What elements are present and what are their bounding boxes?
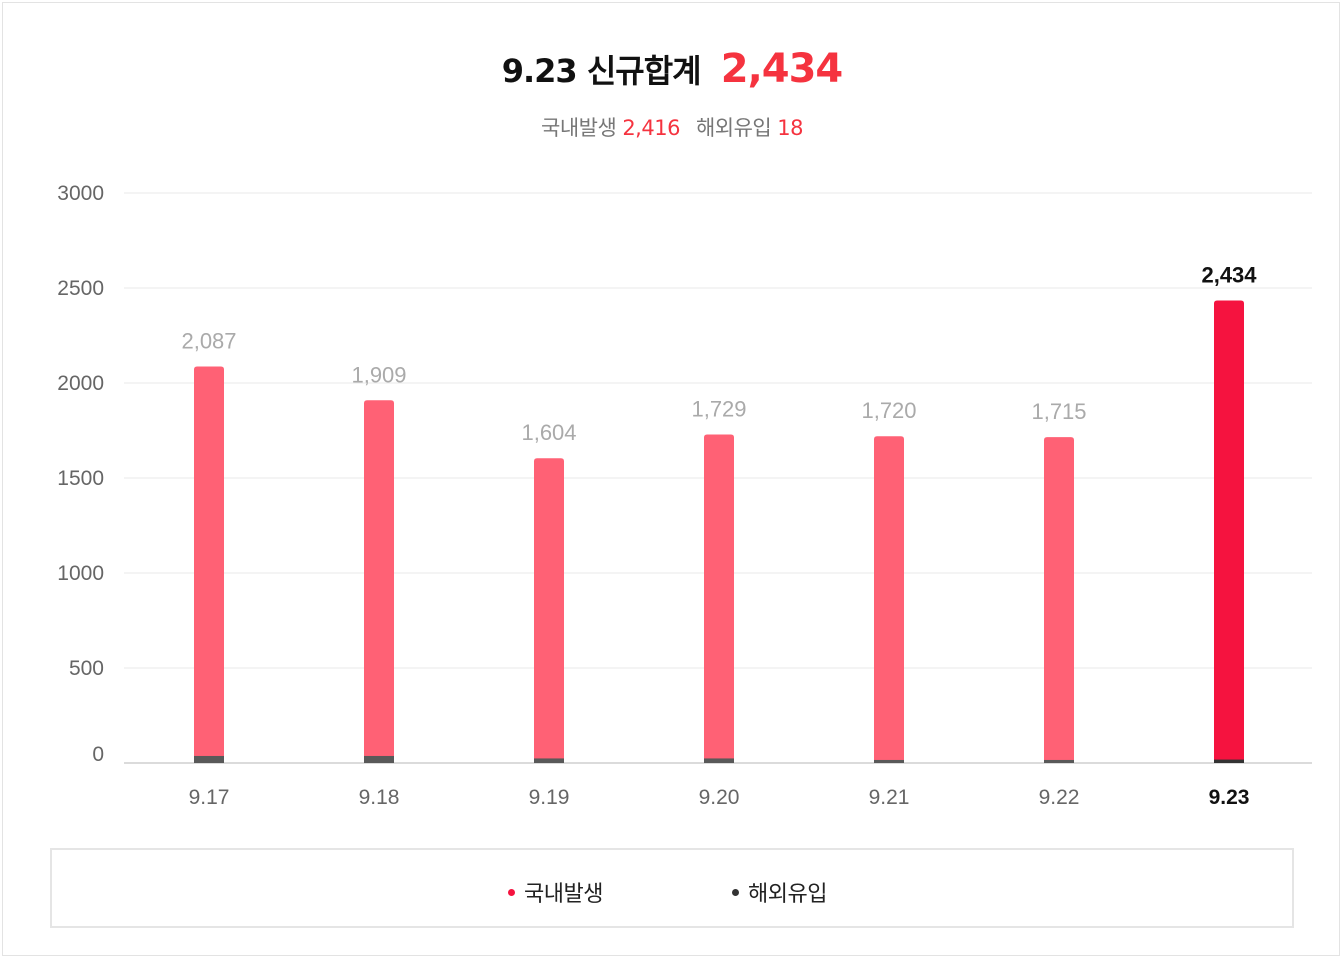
bar-domestic xyxy=(1044,437,1074,763)
bar-domestic xyxy=(874,436,904,763)
bar-domestic xyxy=(1214,300,1244,763)
legend: 국내발생 해외유입 xyxy=(50,848,1294,928)
headline-total: 2,434 xyxy=(720,46,844,92)
legend-item-domestic: 국내발생 xyxy=(508,876,603,908)
bar-imported xyxy=(1044,759,1074,763)
y-tick-label: 500 xyxy=(69,657,104,680)
x-tick-label: 9.20 xyxy=(699,786,740,809)
bar-domestic xyxy=(704,434,734,763)
bar-total-label: 2,087 xyxy=(181,328,236,353)
imported-value: 18 xyxy=(777,116,803,140)
legend-swatch-imported xyxy=(732,888,739,896)
bar-total-label: 1,720 xyxy=(861,398,916,423)
y-tick-label: 2500 xyxy=(57,277,104,300)
domestic-value: 2,416 xyxy=(622,116,680,140)
bar-imported xyxy=(534,758,564,763)
x-tick-label: 9.17 xyxy=(189,786,230,809)
subheadline: 국내발생 2,416 해외유입 18 xyxy=(0,112,1344,142)
bar-imported xyxy=(874,759,904,763)
bar-total-label: 1,909 xyxy=(351,362,406,387)
x-tick-label: 9.23 xyxy=(1209,786,1250,809)
bar-total-label: 1,715 xyxy=(1031,399,1086,424)
legend-label-domestic: 국내발생 xyxy=(524,882,603,907)
headline: 9.23 신규합계 2,434 xyxy=(0,46,1344,92)
x-tick-label: 9.22 xyxy=(1039,786,1080,809)
bar-total-label: 2,434 xyxy=(1201,263,1257,288)
y-tick-label: 3000 xyxy=(57,182,104,205)
bar-domestic xyxy=(364,400,394,763)
domestic-label: 국내발생 xyxy=(541,116,617,140)
x-tick-label: 9.19 xyxy=(529,786,570,809)
x-tick-label: 9.21 xyxy=(869,786,910,809)
bar-domestic xyxy=(194,366,224,763)
bar-total-label: 1,729 xyxy=(691,396,746,421)
headline-label: 신규합계 xyxy=(586,52,702,90)
bar-total-label: 1,604 xyxy=(521,420,576,445)
bar-imported xyxy=(364,755,394,763)
y-tick-label: 2000 xyxy=(57,372,104,395)
bar-imported xyxy=(194,755,224,763)
legend-label-imported: 해외유입 xyxy=(748,882,827,907)
bar-chart: 0 500 1000 1500 2000 2500 3000 2,087 9.17 1,909 9.… xyxy=(57,182,1312,809)
y-tick-label: 1500 xyxy=(57,467,104,490)
legend-item-imported: 해외유입 xyxy=(732,876,827,908)
imported-label: 해외유입 xyxy=(695,116,772,140)
y-tick-label: 0 xyxy=(92,743,104,766)
bar-domestic xyxy=(534,458,564,763)
bar-imported xyxy=(704,758,734,763)
x-tick-label: 9.18 xyxy=(359,786,400,809)
bar-imported xyxy=(1214,759,1244,763)
headline-date: 9.23 xyxy=(501,52,578,90)
y-tick-label: 1000 xyxy=(57,562,104,585)
legend-swatch-domestic xyxy=(508,888,515,896)
